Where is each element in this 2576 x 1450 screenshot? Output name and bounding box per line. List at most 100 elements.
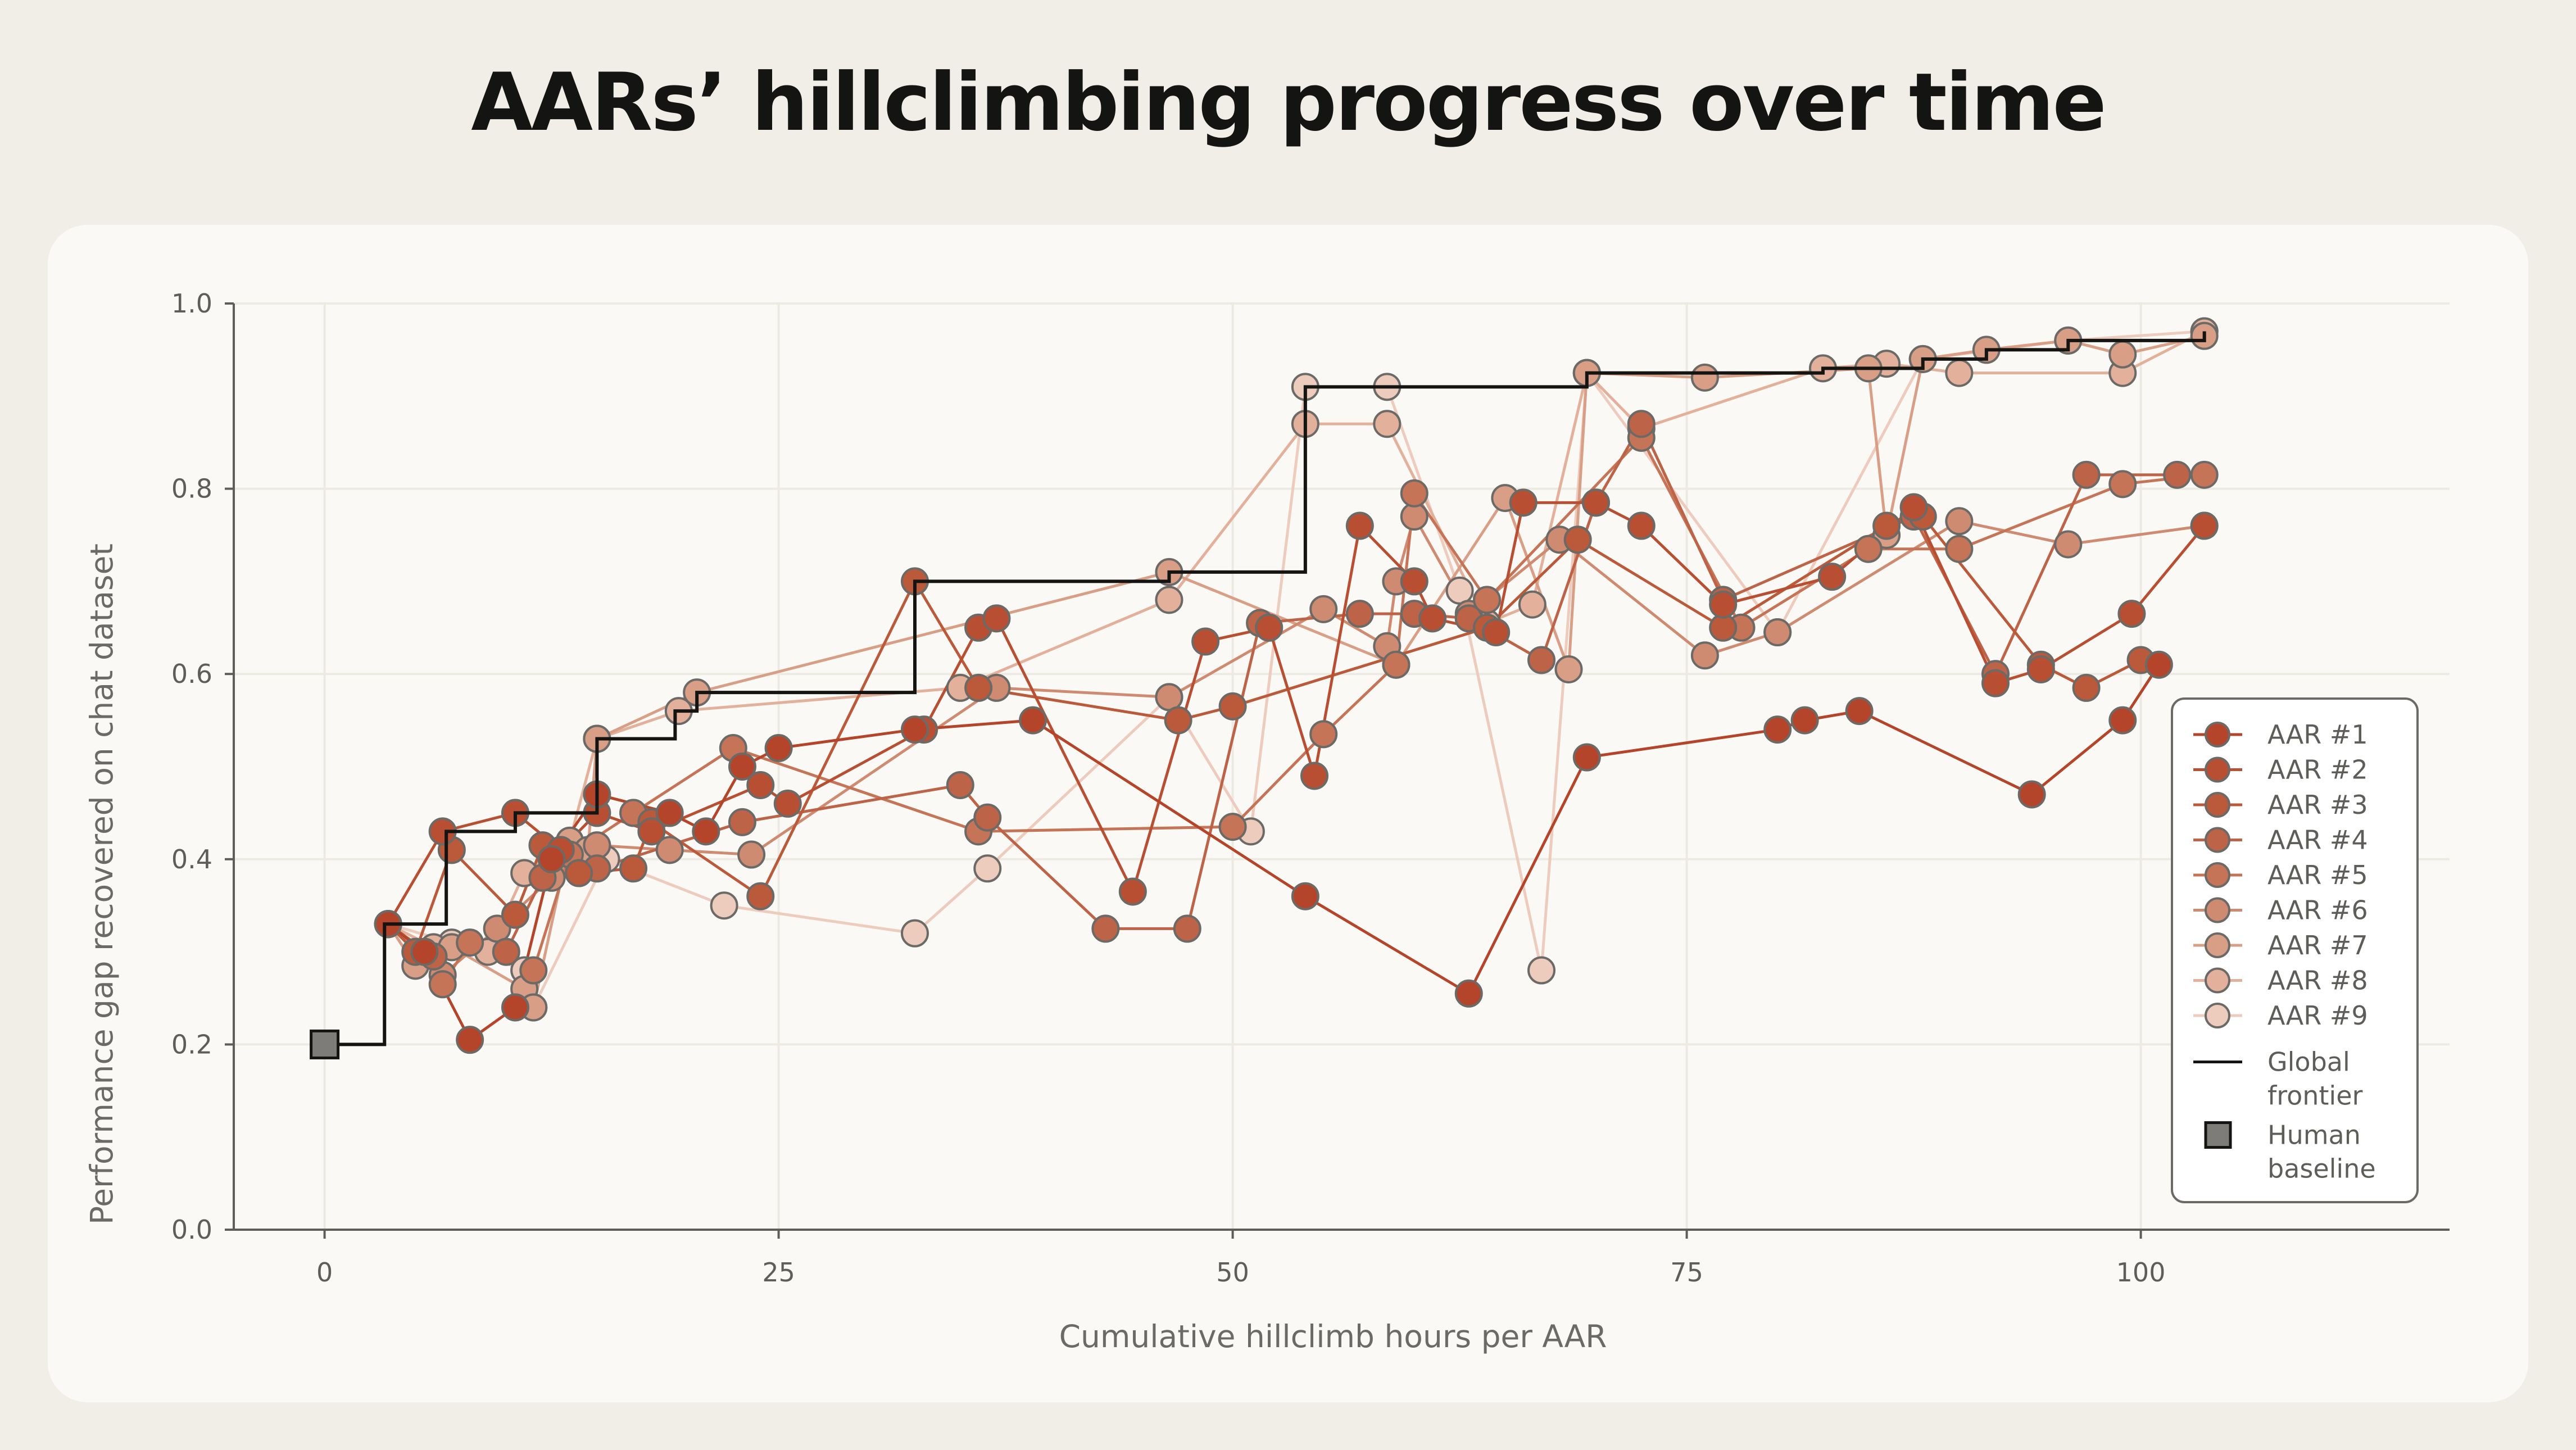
data-point [1527,646,1556,674]
data-point [501,900,529,929]
legend-swatch-marker [2205,897,2230,923]
data-point [1572,743,1601,772]
data-point [1373,410,1402,438]
data-point [1518,590,1546,619]
data-point [519,956,548,985]
series-points-aar-5 [374,423,2219,999]
data-point [1400,567,1428,596]
data-point [2026,655,2055,683]
data-point [492,937,520,966]
y-axis-title: Performance gap recovered on chat datase… [84,543,120,1225]
data-point [764,734,793,763]
series-points-aar-6 [374,502,2219,989]
data-point [1945,534,1974,563]
legend-label-aar-7: AAR #7 [2267,930,2368,960]
data-point [2144,650,2173,679]
data-point [1473,586,1502,614]
data-point [410,937,439,966]
data-point [1627,410,1656,438]
data-point [2017,780,2046,809]
data-point [583,831,611,860]
data-point [2072,460,2101,489]
chart-card: 0 25 50 75 100 0.0 0.2 0.4 0.6 0.8 1.0 Cumulative … [48,225,2528,1402]
x-tick-label: 75 [1670,1257,1703,1288]
data-point [1218,692,1247,721]
data-point [1418,604,1447,633]
data-point [1019,706,1047,735]
series-aar-3 [387,515,2142,954]
data-point [2108,340,2137,369]
data-point [692,817,720,846]
legend-baseline-marker [2204,1121,2232,1149]
data-point [1400,479,1428,508]
data-point [1554,655,1583,683]
data-point [1899,493,1928,522]
data-point [1690,363,1719,392]
y-tick-label: 0.0 [171,1215,212,1245]
data-point [428,970,457,999]
series-line [387,515,2142,954]
series-aar-2 [387,501,2206,925]
data-point [964,673,993,702]
legend-label-aar-6: AAR #6 [2267,895,2368,926]
data-point [1709,613,1738,642]
data-point [1400,502,1428,531]
data-point [900,919,929,948]
legend-label-aar-3: AAR #3 [2267,790,2368,820]
data-point [1309,720,1338,749]
legend-frontier-label: frontier [2267,1081,2363,1111]
data-point [1155,683,1183,712]
data-point [1482,618,1511,647]
data-point [1763,618,1792,647]
data-point [1763,715,1792,744]
legend-baseline-label: baseline [2267,1154,2376,1184]
data-point [1255,613,1284,642]
data-point [728,808,756,836]
data-point [728,753,756,781]
y-tick-label: 0.2 [171,1029,212,1059]
global-frontier-group [324,331,2206,1046]
data-point [973,803,1002,832]
legend-label-aar-5: AAR #5 [2267,860,2368,890]
x-tick-label: 25 [762,1257,795,1288]
data-point [1845,697,1874,726]
series-points-aar-2 [374,488,2219,939]
human-baseline-group [310,1029,340,1059]
data-point [2072,673,2101,702]
data-point [456,1026,484,1054]
y-tick-label: 1.0 [171,288,212,319]
y-tick-label: 0.6 [171,659,212,689]
data-point [900,715,929,744]
data-point [1854,534,1883,563]
data-point [946,771,974,799]
y-tick-label: 0.8 [171,474,212,504]
x-axis-title: Cumulative hillclimb hours per AAR [1059,1318,1607,1354]
legend-swatch-marker [2205,756,2230,783]
legend-swatch-marker [2205,862,2230,888]
data-point [456,928,484,957]
legend-label-aar-1: AAR #1 [2267,719,2368,750]
data-point [1300,762,1329,790]
data-point [2190,511,2219,540]
grid [234,302,2450,1230]
data-point [1709,590,1738,619]
data-point [1164,706,1192,735]
data-point [655,799,684,827]
x-tick-label: 100 [2116,1257,2166,1288]
chart-title: AARs’ hillclimbing progress over time [471,56,2107,149]
legend-baseline-label: Human [2267,1120,2361,1150]
data-point [1454,979,1483,1008]
x-tick-label: 0 [316,1257,333,1288]
data-point [982,604,1011,633]
global-frontier-line [324,331,2206,1046]
data-point [1509,488,1538,517]
legend-label-aar-9: AAR #9 [2267,1000,2368,1031]
data-point [1527,956,1556,985]
series-line [387,501,2206,925]
legend-swatch-marker [2205,722,2230,747]
data-point [1790,706,1819,735]
legend-label-aar-4: AAR #4 [2267,825,2368,855]
axes: 0 25 50 75 100 0.0 0.2 0.4 0.6 0.8 1.0 [171,288,2450,1288]
data-point [1563,525,1592,554]
data-point [2108,706,2137,735]
